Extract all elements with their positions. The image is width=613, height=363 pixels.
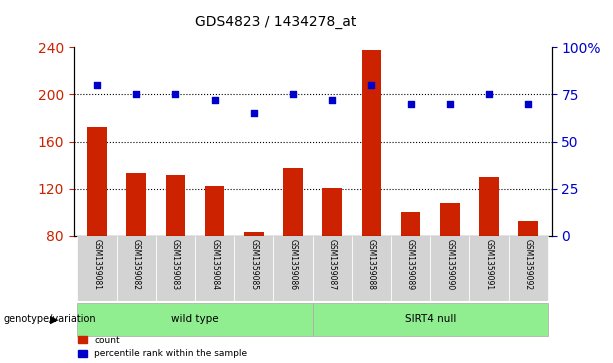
Text: GSM1359090: GSM1359090: [445, 239, 454, 290]
Point: [92, 82, 102, 88]
FancyBboxPatch shape: [116, 236, 156, 301]
FancyBboxPatch shape: [509, 236, 548, 301]
Text: GSM1359091: GSM1359091: [484, 239, 493, 290]
Text: GSM1359085: GSM1359085: [249, 239, 258, 290]
Point: [367, 82, 376, 88]
Text: GSM1359087: GSM1359087: [328, 239, 337, 290]
Point: [210, 97, 219, 103]
FancyBboxPatch shape: [156, 236, 195, 301]
Text: SIRT4 null: SIRT4 null: [405, 314, 456, 325]
Point: [484, 91, 494, 97]
Point: [170, 91, 180, 97]
Point: [327, 97, 337, 103]
Bar: [479, 177, 499, 236]
Bar: [126, 174, 146, 236]
Text: GSM1359081: GSM1359081: [93, 239, 102, 290]
Text: ▶: ▶: [50, 314, 58, 325]
Text: GSM1359092: GSM1359092: [524, 239, 533, 290]
Text: GSM1359089: GSM1359089: [406, 239, 415, 290]
Point: [445, 101, 455, 107]
Point: [406, 101, 416, 107]
FancyBboxPatch shape: [273, 236, 313, 301]
Point: [524, 101, 533, 107]
Text: genotype/variation: genotype/variation: [3, 314, 96, 325]
FancyBboxPatch shape: [391, 236, 430, 301]
Point: [288, 91, 298, 97]
FancyBboxPatch shape: [77, 236, 116, 301]
Bar: [87, 127, 107, 236]
Bar: [283, 167, 303, 236]
FancyBboxPatch shape: [77, 303, 313, 336]
FancyBboxPatch shape: [195, 236, 234, 301]
Text: GSM1359088: GSM1359088: [367, 239, 376, 290]
Bar: [519, 221, 538, 236]
Point: [131, 91, 141, 97]
FancyBboxPatch shape: [430, 236, 470, 301]
Bar: [401, 212, 421, 236]
Text: wild type: wild type: [171, 314, 219, 325]
Point: [249, 110, 259, 116]
Bar: [440, 203, 460, 236]
Legend: count, percentile rank within the sample: count, percentile rank within the sample: [78, 336, 248, 359]
Text: GSM1359084: GSM1359084: [210, 239, 219, 290]
FancyBboxPatch shape: [234, 236, 273, 301]
Bar: [205, 187, 224, 236]
FancyBboxPatch shape: [470, 236, 509, 301]
Bar: [362, 49, 381, 236]
Text: GSM1359082: GSM1359082: [132, 239, 141, 290]
Bar: [244, 232, 264, 236]
Text: GSM1359083: GSM1359083: [171, 239, 180, 290]
Text: GSM1359086: GSM1359086: [289, 239, 297, 290]
Text: GDS4823 / 1434278_at: GDS4823 / 1434278_at: [195, 15, 357, 29]
FancyBboxPatch shape: [313, 303, 548, 336]
Bar: [166, 175, 185, 236]
FancyBboxPatch shape: [313, 236, 352, 301]
FancyBboxPatch shape: [352, 236, 391, 301]
Bar: [322, 188, 342, 236]
